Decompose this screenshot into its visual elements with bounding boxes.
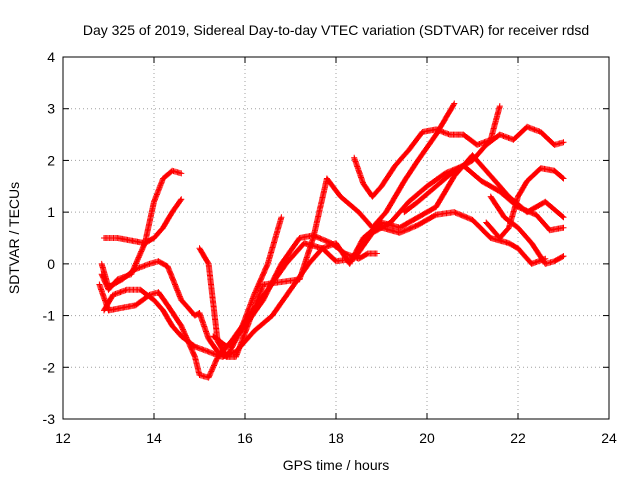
series-I-markers — [401, 123, 567, 216]
series-A — [98, 100, 458, 360]
y-tick-label: 0 — [47, 256, 55, 272]
x-tick-label: 24 — [601, 430, 617, 446]
series-H-markers — [351, 103, 503, 200]
series-L-markers — [378, 209, 549, 267]
y-tick-label: 4 — [47, 49, 55, 65]
series-G-markers — [210, 232, 380, 350]
x-tick-label: 16 — [237, 430, 253, 446]
x-tick-label: 20 — [419, 430, 435, 446]
series-G — [210, 232, 380, 350]
x-tick-label: 12 — [55, 430, 71, 446]
series-D — [101, 196, 185, 247]
x-tick-label: 14 — [146, 430, 162, 446]
y-axis-label: SDTVAR / TECUs — [6, 182, 22, 294]
series-D-markers — [101, 196, 185, 247]
chart-title: Day 325 of 2019, Sidereal Day-to-day VTE… — [83, 22, 589, 38]
series-E-markers — [98, 167, 185, 293]
y-tick-label: 1 — [47, 204, 55, 220]
series-I — [401, 123, 567, 216]
y-tick-label: 3 — [47, 101, 55, 117]
series-E — [98, 167, 185, 293]
x-tick-label: 18 — [328, 430, 344, 446]
plot-area — [96, 100, 567, 381]
x-tick-label: 22 — [510, 430, 526, 446]
x-axis-label: GPS time / hours — [283, 457, 390, 473]
series-H — [351, 103, 503, 200]
y-tick-label: -3 — [43, 411, 56, 427]
series-A-markers — [98, 100, 458, 360]
y-tick-label: -1 — [43, 308, 56, 324]
y-tick-label: -2 — [43, 359, 56, 375]
series-L — [378, 209, 549, 267]
y-tick-label: 2 — [47, 152, 55, 168]
